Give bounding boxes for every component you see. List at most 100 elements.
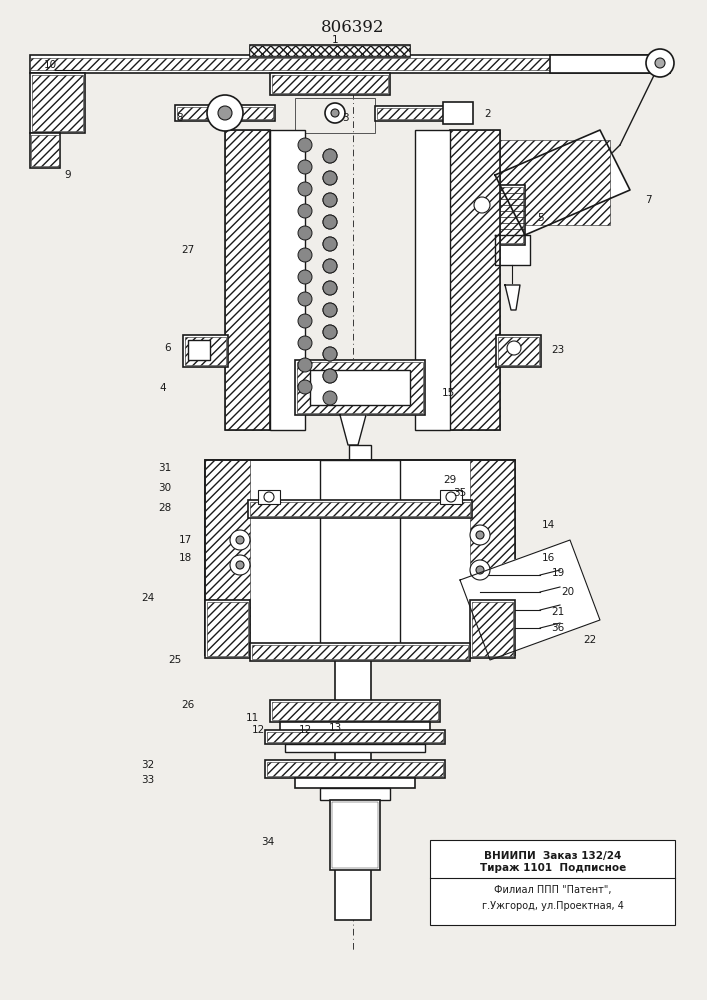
Text: 25: 25 xyxy=(168,655,182,665)
Bar xyxy=(297,362,423,413)
Bar xyxy=(207,602,248,656)
Circle shape xyxy=(298,226,312,240)
Text: 20: 20 xyxy=(561,587,575,597)
Circle shape xyxy=(323,215,337,229)
Circle shape xyxy=(323,369,337,383)
Circle shape xyxy=(323,259,337,273)
Text: 15: 15 xyxy=(441,388,455,398)
Text: 22: 22 xyxy=(583,635,597,645)
Text: 19: 19 xyxy=(551,568,565,578)
Bar xyxy=(30,133,60,168)
Polygon shape xyxy=(495,130,630,235)
Bar xyxy=(188,340,210,360)
Text: 35: 35 xyxy=(453,488,467,498)
Circle shape xyxy=(646,49,674,77)
Bar xyxy=(30,73,85,133)
Circle shape xyxy=(298,336,312,350)
Circle shape xyxy=(323,325,337,339)
Bar xyxy=(349,445,371,460)
Circle shape xyxy=(323,281,337,295)
Text: 5: 5 xyxy=(537,213,543,223)
Circle shape xyxy=(446,492,456,502)
Text: 16: 16 xyxy=(542,553,554,563)
Bar xyxy=(250,643,470,661)
Bar xyxy=(265,760,445,778)
Text: 33: 33 xyxy=(141,775,155,785)
Circle shape xyxy=(474,197,490,213)
Bar xyxy=(270,700,440,722)
Bar xyxy=(250,502,470,516)
Circle shape xyxy=(323,149,337,163)
Circle shape xyxy=(323,193,337,207)
Text: 12: 12 xyxy=(298,725,312,735)
Text: 34: 34 xyxy=(262,837,274,847)
Bar xyxy=(330,800,380,870)
Bar xyxy=(470,600,515,658)
Text: 26: 26 xyxy=(182,700,194,710)
Circle shape xyxy=(298,248,312,262)
Circle shape xyxy=(331,109,339,117)
Text: 29: 29 xyxy=(443,475,457,485)
Text: 7: 7 xyxy=(645,195,651,205)
Circle shape xyxy=(298,138,312,152)
Circle shape xyxy=(323,215,337,229)
Circle shape xyxy=(298,380,312,394)
Bar xyxy=(430,840,675,925)
Circle shape xyxy=(323,347,337,361)
Circle shape xyxy=(323,303,337,317)
Bar xyxy=(272,75,388,93)
Bar xyxy=(175,105,275,121)
Circle shape xyxy=(298,292,312,306)
Circle shape xyxy=(298,182,312,196)
Bar xyxy=(498,337,539,365)
Bar xyxy=(205,460,250,655)
Bar xyxy=(32,75,83,131)
Bar xyxy=(285,744,425,752)
Bar xyxy=(267,762,443,776)
Circle shape xyxy=(323,193,337,207)
Bar xyxy=(225,130,270,430)
Bar xyxy=(450,130,500,430)
Text: 14: 14 xyxy=(542,520,554,530)
Polygon shape xyxy=(495,235,530,265)
Text: 9: 9 xyxy=(64,170,71,180)
Circle shape xyxy=(323,391,337,405)
Text: 1: 1 xyxy=(332,35,339,45)
Circle shape xyxy=(325,103,345,123)
Circle shape xyxy=(323,171,337,185)
Circle shape xyxy=(298,314,312,328)
Text: 28: 28 xyxy=(158,503,172,513)
Circle shape xyxy=(298,204,312,218)
Circle shape xyxy=(230,530,250,550)
Bar xyxy=(450,130,500,430)
Text: 30: 30 xyxy=(158,483,172,493)
Bar xyxy=(462,187,523,243)
Text: 21: 21 xyxy=(551,607,565,617)
Bar xyxy=(332,802,378,868)
Bar xyxy=(248,500,472,518)
Bar xyxy=(205,600,250,658)
Circle shape xyxy=(655,58,665,68)
Bar xyxy=(320,460,400,655)
Bar xyxy=(295,360,425,415)
Circle shape xyxy=(476,531,484,539)
Bar xyxy=(185,337,226,365)
Bar xyxy=(258,490,280,504)
Circle shape xyxy=(298,270,312,284)
Bar xyxy=(310,370,410,405)
Circle shape xyxy=(236,561,244,569)
Bar xyxy=(272,702,438,720)
Text: 6: 6 xyxy=(165,343,171,353)
Circle shape xyxy=(264,492,274,502)
Circle shape xyxy=(323,237,337,251)
Circle shape xyxy=(323,325,337,339)
Text: 27: 27 xyxy=(182,245,194,255)
Text: 12: 12 xyxy=(252,725,264,735)
Bar xyxy=(205,460,515,655)
Circle shape xyxy=(323,303,337,317)
Polygon shape xyxy=(460,540,600,660)
Bar xyxy=(205,460,515,655)
Bar xyxy=(460,185,525,245)
Circle shape xyxy=(323,259,337,273)
Text: 36: 36 xyxy=(551,623,565,633)
